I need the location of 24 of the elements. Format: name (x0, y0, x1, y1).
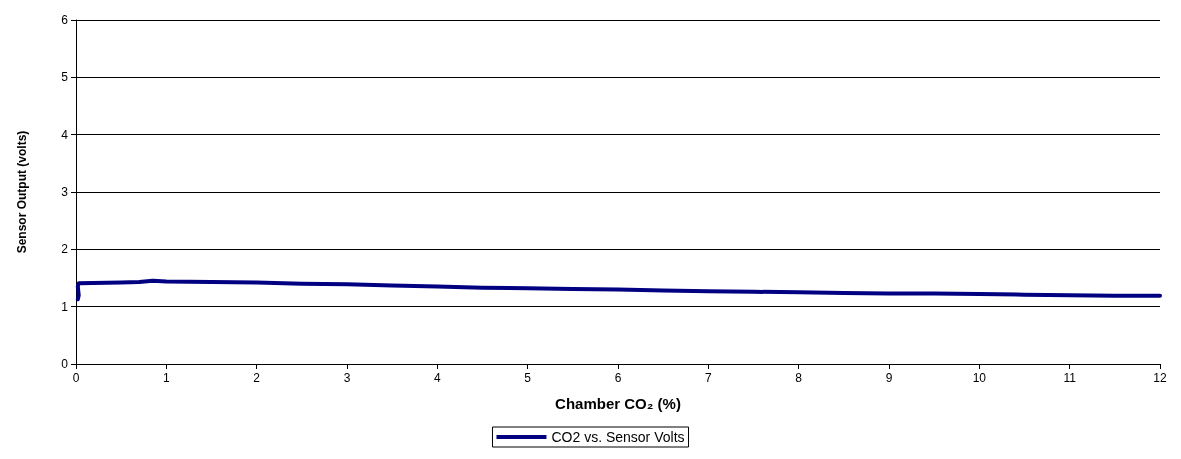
y-tick-label: 1 (61, 299, 69, 314)
x-tick-label: 0 (72, 371, 80, 385)
x-tick-label: 3 (343, 371, 351, 385)
y-axis-title: Sensor Output (volts) (15, 130, 29, 254)
x-tick-label: 8 (795, 371, 803, 385)
x-axis-title: Chamber CO₂ (%) (555, 395, 681, 412)
y-tick-label: 2 (61, 242, 69, 257)
x-tick-label: 2 (253, 371, 261, 385)
y-tick-label: 6 (61, 13, 69, 27)
y-tick-label: 0 (61, 357, 69, 371)
x-tick-label: 10 (972, 371, 987, 385)
x-tick-label: 7 (704, 371, 712, 385)
line-series (75, 278, 1162, 302)
x-tick-label: 1 (162, 371, 170, 385)
y-tick-label: 4 (61, 127, 69, 142)
y-tick-label: 5 (61, 70, 69, 85)
x-tick-label: 9 (885, 371, 893, 385)
x-tick-label: 4 (433, 371, 441, 385)
x-tick-label: 5 (524, 371, 532, 385)
x-tick-label: 12 (1153, 371, 1167, 385)
x-tick-label: 6 (614, 371, 622, 385)
legend-label: CO2 vs. Sensor Volts (551, 429, 685, 445)
x-tick-label: 11 (1063, 371, 1077, 385)
y-tick-label: 3 (61, 185, 69, 199)
